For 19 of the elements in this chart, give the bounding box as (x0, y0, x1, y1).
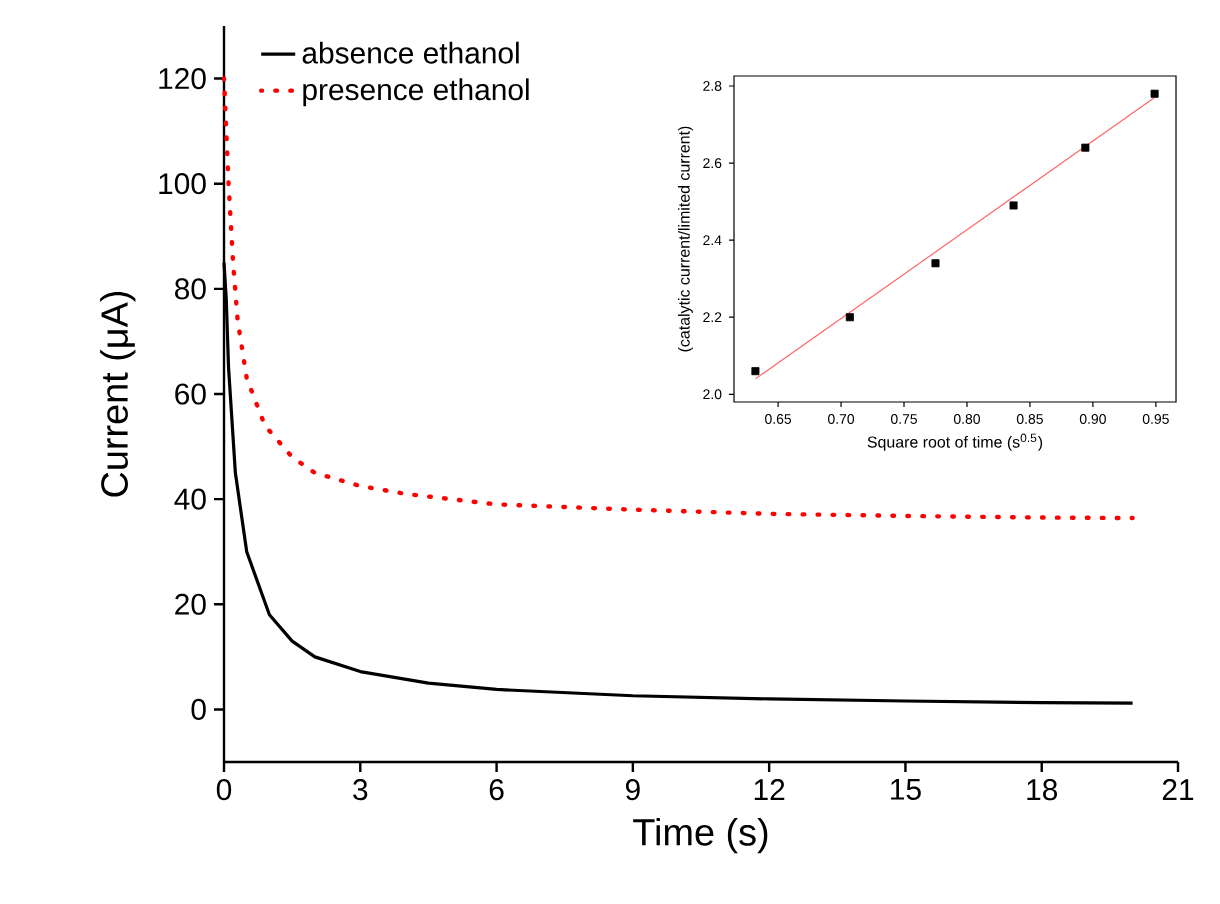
x-axis-title: Time (s) (633, 817, 768, 854)
y-tick-label: 40 (174, 488, 206, 510)
x-tick-label: 18 (1027, 779, 1058, 801)
x-tick-label: 12 (754, 779, 785, 800)
x-tick-label: 21 (1162, 779, 1194, 800)
x-tick-label: 3 (353, 779, 368, 801)
y-tick-label: 20 (175, 593, 206, 615)
y-tick-label: 0 (191, 698, 206, 720)
y-tick-label: 60 (175, 383, 206, 405)
x-tick-label: 15 (891, 779, 921, 800)
legend-label: absence ethanol (302, 41, 519, 64)
y-tick-label: 100 (159, 173, 206, 195)
y-tick-label: 80 (175, 278, 206, 300)
x-tick-label: 0 (216, 779, 232, 801)
x-tick-label: 6 (489, 779, 504, 801)
legend-label: presence ethanol (303, 78, 529, 107)
y-axis-title: Current (μA) (100, 291, 136, 497)
x-tick-label: 9 (625, 779, 640, 801)
y-tick-label: 120 (159, 67, 206, 90)
